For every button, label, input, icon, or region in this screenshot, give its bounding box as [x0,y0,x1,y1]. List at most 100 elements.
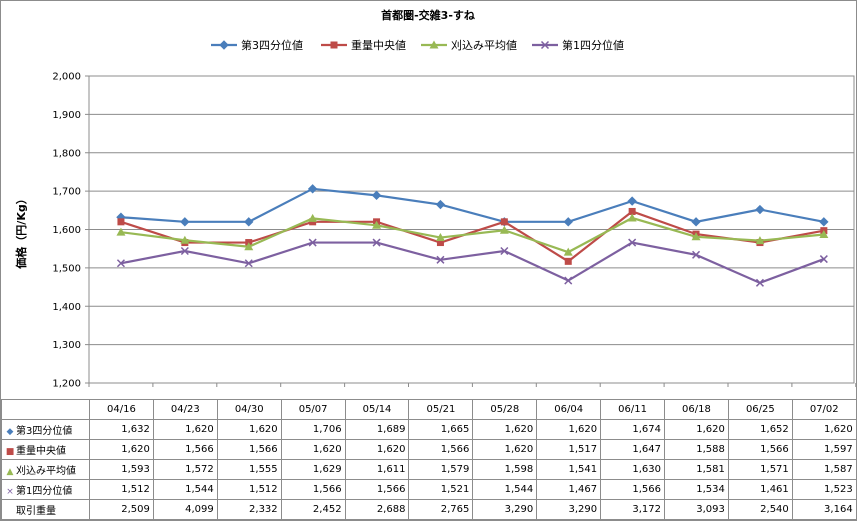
table-cell: 1,581 [664,459,729,480]
table-cell: 3,164 [791,499,857,520]
x-tick-label: 05/21 [408,399,474,420]
data-point [244,259,253,268]
series-lines [116,184,829,287]
table-cell: 1,620 [664,419,729,440]
data-point [691,217,701,227]
table-cell: 1,544 [472,479,538,500]
table-cell: 1,566 [600,479,666,500]
x-tick-label: 05/14 [344,399,410,420]
data-point [244,242,254,251]
table-cell: 3,172 [600,499,666,520]
x-tick-label: 05/28 [472,399,538,420]
row-label: 第3四分位値 [16,426,73,437]
table-cell: 1,512 [216,479,282,500]
table-cell: 1,620 [280,439,346,460]
data-point [116,227,126,236]
x-tick-label: 07/02 [791,399,857,420]
data-point [371,190,382,201]
table-cell: 1,588 [664,439,729,460]
table-cell: 3,093 [664,499,729,520]
row-label: 第1四分位値 [16,486,73,497]
table-cell: 1,689 [344,419,410,440]
table-cell: 4,099 [152,499,218,520]
data-point [435,199,446,210]
table-cell: 1,517 [536,439,602,460]
data-point [180,246,189,256]
x-tick-label: 06/25 [727,399,793,420]
data-point [500,246,509,256]
y-tick-label: 1,800 [52,148,81,159]
table-row: × 第1四分位値 1,512 1,544 1,512 1,566 1,566 1,521 1,5… [1,479,857,500]
table-cell: 1,587 [791,459,857,480]
data-point [563,217,573,227]
data-point [308,238,317,247]
x-tick-label: 04/23 [152,399,218,420]
legend-label: 第3四分位値 [241,38,303,52]
row-label: 刈込み平均値 [16,466,76,477]
legend-item: 刈込み平均値 [421,39,517,52]
data-point [372,220,382,229]
data-point [563,247,573,256]
y-tick-label: 2,000 [52,72,81,83]
table-cell: 1,467 [536,479,602,500]
data-point [564,276,573,285]
row-label: 取引重量 [16,506,56,517]
table-cell: 1,620 [344,439,410,460]
x-tick-label: 04/30 [216,399,282,420]
table-cell: 1,652 [727,419,793,440]
table-cell: 1,521 [408,479,474,500]
table-cell: 1,541 [536,459,602,480]
table-cell: 3,290 [472,499,538,520]
table-row: ▲ 刈込み平均値 1,593 1,572 1,555 1,629 1,611 1,579 1,5… [1,459,857,480]
legend-label: 第1四分位値 [562,38,624,52]
legend-label: 刈込み平均値 [451,39,517,52]
table-cell: 1,674 [600,419,666,440]
row-marker-icon: ■ [5,447,15,457]
data-point [755,204,765,215]
data-point [308,213,318,222]
table-cell: 1,629 [280,459,346,480]
y-tick-label: 1,700 [52,187,81,198]
data-point [180,235,190,244]
table-cell: 1,555 [216,459,282,480]
table-cell: 1,620 [791,419,857,440]
y-tick-label: 1,300 [52,340,81,351]
row-marker-icon: ▲ [6,467,14,477]
gridlines [88,75,856,387]
table-cell: 1,566 [152,439,218,460]
table-cell: 3,290 [536,499,602,520]
data-point [500,218,508,226]
data-point [755,236,765,245]
data-point [330,41,338,49]
table-cell: 1,572 [152,459,218,480]
table-cell: 1,620 [216,419,282,440]
table-row-header: 取引重量 [1,499,90,520]
table-cell: 1,598 [472,459,538,480]
x-tick-label: 06/18 [664,399,729,420]
row-label: 重量中央値 [16,446,66,457]
table-cell: 2,688 [344,499,410,520]
table-cell: 1,461 [727,479,793,500]
data-point [692,250,701,259]
row-marker-icon: ◆ [6,427,14,437]
y-tick-label: 1,600 [52,225,81,236]
y-tick-label: 1,900 [52,110,81,121]
series-diamond [116,184,829,227]
data-point [627,213,637,222]
table-cell: 1,620 [89,439,154,460]
series-triangle [116,213,829,256]
data-point [219,40,229,50]
table-cell: 1,512 [89,479,154,500]
chart-title: 首都圏-交雑3-すね [381,8,475,22]
legend-label: 重量中央値 [351,38,406,52]
data-point [180,217,190,227]
series-line [120,187,825,223]
table-cell: 1,630 [600,459,666,480]
y-tick-label: 1,200 [52,379,81,390]
table-cell: 2,765 [408,499,474,520]
data-point [429,40,439,49]
table-row: 取引重量 2,509 4,099 2,332 2,452 2,688 2,765 3,290 3… [1,499,857,520]
data-point [116,259,125,268]
table-cell: 2,452 [280,499,346,520]
table-cell: 1,620 [472,419,538,440]
